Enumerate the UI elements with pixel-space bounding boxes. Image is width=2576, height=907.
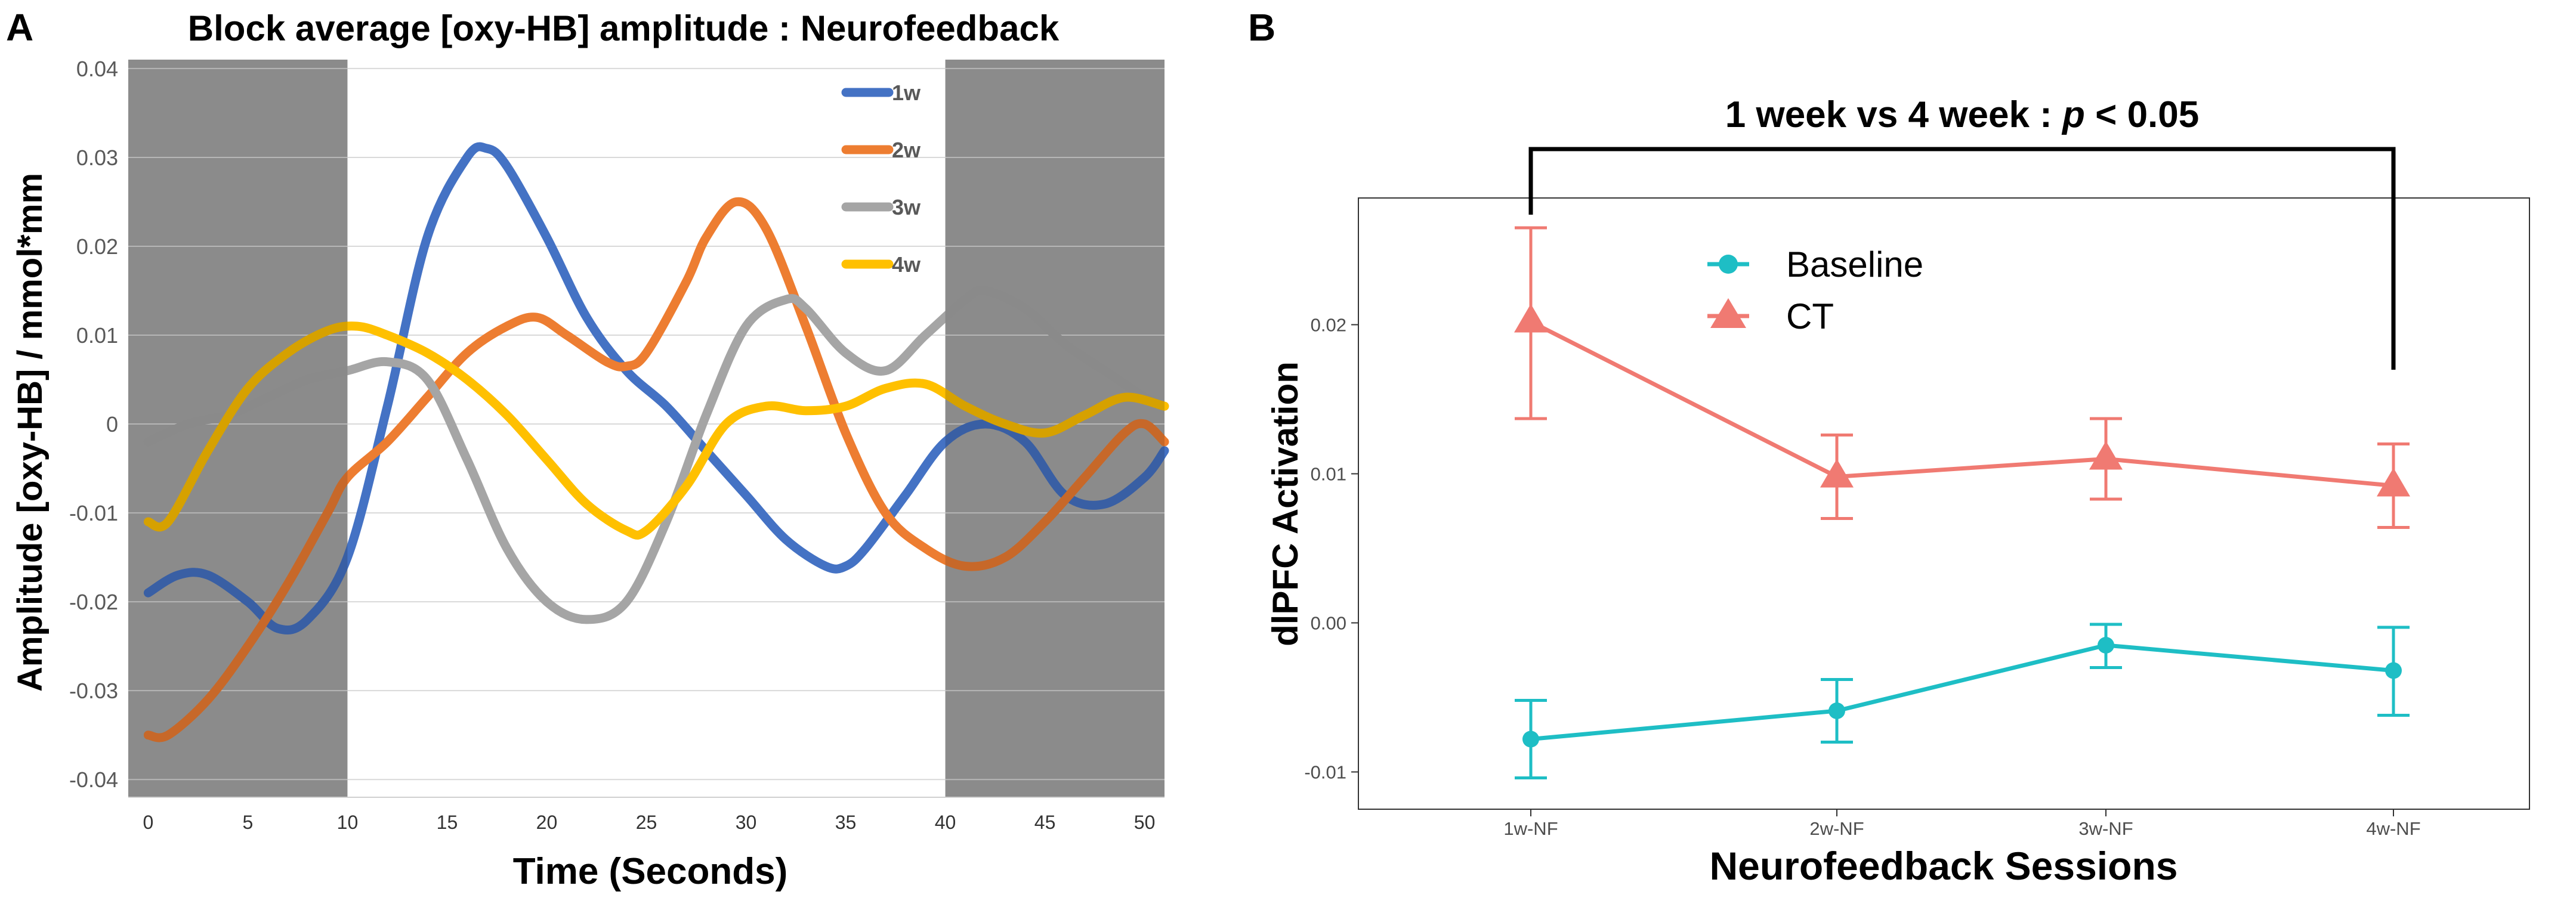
panel-a-y-tick-label: -0.03 bbox=[69, 679, 118, 703]
panel-b-y-tick-label: 0.02 bbox=[1311, 315, 1346, 336]
data-point-baseline bbox=[2098, 637, 2114, 654]
legend-label-ct: CT bbox=[1786, 296, 1834, 336]
data-point-ct bbox=[2377, 468, 2410, 497]
panel-a-y-tick-label: 0 bbox=[106, 412, 118, 437]
panel-a-x-tick-label: 25 bbox=[636, 812, 657, 833]
panel-b-chart: B 0.02 0.01 0.00 -0.01 1w-NF 2w-NF 3w-NF 4w-NF… bbox=[1248, 6, 2530, 888]
panel-a-label: A bbox=[6, 6, 33, 49]
legend-label-1w: 1w bbox=[892, 81, 921, 105]
data-point-baseline bbox=[1522, 730, 1539, 748]
panel-a-y-tick-label: 0.03 bbox=[76, 146, 118, 170]
series-line-4w bbox=[143, 321, 1169, 540]
panel-b-y-tick-label: -0.01 bbox=[1304, 762, 1346, 783]
series-line-ct bbox=[1530, 320, 2394, 488]
panel-a-x-tick-label: 5 bbox=[243, 812, 254, 833]
panel-a-chart: A Block average [oxy-HB] amplitude : Neu… bbox=[6, 6, 1169, 892]
series-line-baseline bbox=[1530, 643, 2394, 741]
panel-a-x-tick-label: 15 bbox=[437, 812, 458, 833]
panel-b-x-tick-label: 1w-NF bbox=[1503, 818, 1558, 839]
panel-a-x-tick-label: 30 bbox=[736, 812, 757, 833]
data-point-ct bbox=[1820, 459, 1854, 488]
panel-a-y-axis-title: Amplitude [oxy-HB] / mmol*mm bbox=[11, 173, 50, 692]
legend-label-4w: 4w bbox=[892, 252, 921, 277]
panel-a-x-tick-label: 50 bbox=[1134, 812, 1156, 833]
significance-bracket bbox=[1528, 147, 2396, 370]
significance-annotation: 1 week vs 4 week : p < 0.05 bbox=[1528, 94, 2396, 370]
panel-a-y-tick-label: -0.01 bbox=[69, 501, 118, 525]
legend-label-baseline: Baseline bbox=[1786, 244, 1923, 284]
series-line-1w bbox=[143, 142, 1169, 635]
legend-label-3w: 3w bbox=[892, 195, 921, 219]
baseline-shaded-region bbox=[128, 60, 348, 797]
legend-marker-baseline bbox=[1719, 255, 1738, 274]
baseline-overlay bbox=[945, 60, 1165, 797]
data-point-baseline bbox=[1828, 702, 1845, 719]
panel-b-y-tick-label: 0.01 bbox=[1311, 464, 1346, 485]
significance-p: p bbox=[2061, 94, 2085, 135]
panel-b-x-tick-label: 4w-NF bbox=[2366, 818, 2420, 839]
panel-a-x-axis-title: Time (Seconds) bbox=[513, 851, 788, 892]
legend-label-2w: 2w bbox=[892, 138, 921, 162]
panel-a-y-tick-label: -0.02 bbox=[69, 590, 118, 614]
panel-b-x-axis-title: Neurofeedback Sessions bbox=[1710, 844, 2178, 888]
data-point-ct bbox=[2089, 441, 2123, 470]
panel-a-y-tick-label: 0.01 bbox=[76, 323, 118, 348]
panel-b-y-tick-label: 0.00 bbox=[1311, 613, 1346, 634]
significance-prefix: 1 week vs 4 week : bbox=[1725, 94, 2062, 135]
panel-a-x-tick-label: 35 bbox=[835, 812, 857, 833]
panel-a-x-tick-label: 40 bbox=[935, 812, 956, 833]
panel-b-x-tick-label: 2w-NF bbox=[1809, 818, 1864, 839]
significance-suffix: < 0.05 bbox=[2085, 94, 2199, 135]
panel-a-title: Block average [oxy-HB] amplitude : Neuro… bbox=[188, 8, 1060, 48]
data-point-baseline bbox=[2385, 662, 2402, 679]
panel-b-plot-area bbox=[1358, 197, 2530, 810]
series-line-2w bbox=[143, 197, 1169, 742]
panel-b-y-axis-title: dlPFC Activation bbox=[1265, 361, 1305, 646]
panel-b-x-tick-label: 3w-NF bbox=[2078, 818, 2133, 839]
panel-a-x-tick-label: 20 bbox=[536, 812, 558, 833]
panel-a-y-tick-label: 0.04 bbox=[76, 57, 118, 81]
panel-a-x-tick-label: 0 bbox=[143, 812, 154, 833]
panel-a-x-tick-label: 45 bbox=[1034, 812, 1056, 833]
significance-label: 1 week vs 4 week : p < 0.05 bbox=[1725, 94, 2199, 135]
panel-a-y-tick-label: 0.02 bbox=[76, 234, 118, 259]
panel-a-y-tick-label: -0.04 bbox=[69, 767, 118, 792]
panel-b-label: B bbox=[1248, 6, 1275, 49]
baseline-overlay bbox=[128, 60, 348, 797]
panel-a-x-tick-label: 10 bbox=[337, 812, 359, 833]
data-point-ct bbox=[1514, 304, 1548, 333]
legend-marker-ct bbox=[1710, 298, 1746, 328]
